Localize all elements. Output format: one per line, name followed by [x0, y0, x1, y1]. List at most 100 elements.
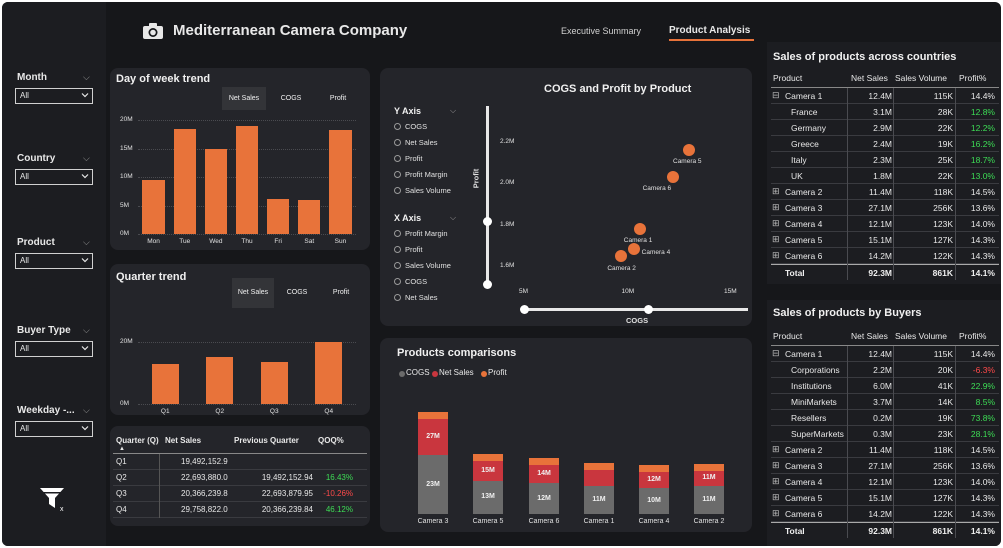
matrix-row[interactable]: ⊞ Camera 4 12.1M 123K 14.0%: [771, 216, 999, 232]
collapse-icon[interactable]: ⊟: [772, 90, 780, 100]
bar-thu[interactable]: [235, 125, 259, 234]
quarter-cogs-button[interactable]: COGS: [286, 289, 308, 296]
expand-icon[interactable]: ⊞: [772, 250, 780, 260]
quarter-profit-button[interactable]: Profit: [332, 289, 350, 296]
radio-option[interactable]: Profit Margin: [394, 170, 448, 179]
bar-segment-profit[interactable]: [418, 412, 448, 419]
expand-icon[interactable]: ⊞: [772, 508, 780, 518]
matrix-row[interactable]: ⊞ Camera 3 27.1M 256K 13.6%: [771, 458, 999, 474]
matrix-row[interactable]: ⊟ Camera 1 12.4M 115K 14.4%: [771, 88, 999, 104]
bar-segment-cogs[interactable]: [418, 455, 448, 514]
qtable-col-header[interactable]: Net Sales: [165, 436, 202, 445]
bar-segment-cogs[interactable]: [529, 483, 559, 514]
bar-segment-profit[interactable]: [694, 464, 724, 472]
radio-option[interactable]: COGS: [394, 122, 427, 131]
matrix-row[interactable]: ⊟ Camera 1 12.4M 115K 14.4%: [771, 346, 999, 362]
quarter-net-sales-button[interactable]: Net Sales: [232, 278, 274, 308]
radio-option[interactable]: Net Sales: [394, 293, 438, 302]
bar-segment-profit[interactable]: [639, 465, 669, 473]
dow-profit-button[interactable]: Profit: [329, 95, 347, 102]
bar-segment-cogs[interactable]: [584, 485, 614, 514]
bar-segment-net-sales[interactable]: [694, 471, 724, 486]
bar-segment-net-sales[interactable]: [418, 419, 448, 455]
y-range-slider-track[interactable]: [486, 106, 489, 286]
scatter-point[interactable]: [666, 171, 679, 184]
bar-segment-profit[interactable]: [529, 457, 559, 465]
matrix-col-header[interactable]: Product: [773, 331, 803, 341]
expand-icon[interactable]: ⊞: [772, 234, 780, 244]
collapse-icon[interactable]: ⊟: [772, 348, 780, 358]
qtable-col-header[interactable]: QOQ%: [318, 436, 344, 445]
matrix-col-header[interactable]: Profit%: [959, 73, 987, 83]
bar-q2[interactable]: [206, 357, 234, 404]
bar-segment-cogs[interactable]: [473, 480, 503, 514]
radio-option[interactable]: Sales Volume: [394, 186, 451, 195]
x-slider-handle[interactable]: [520, 305, 529, 314]
bar-q1[interactable]: [151, 363, 179, 404]
radio-option[interactable]: Profit Margin: [394, 229, 448, 238]
tab-product-analysis[interactable]: Product Analysis: [669, 25, 751, 36]
slicer-chevron-icon[interactable]: ⌵: [83, 72, 90, 82]
matrix-row[interactable]: ⊞ Camera 4 12.1M 123K 14.0%: [771, 474, 999, 490]
x-slider-handle[interactable]: [644, 305, 653, 314]
matrix-row[interactable]: ⊞ Camera 2 11.4M 118K 14.5%: [771, 184, 999, 200]
x-axis-chevron-icon[interactable]: ⌵: [450, 213, 457, 222]
legend-label[interactable]: Net Sales: [439, 368, 474, 377]
bar-mon[interactable]: [142, 179, 165, 234]
qtable-col-header[interactable]: Quarter (Q): [116, 436, 159, 445]
bar-segment-cogs[interactable]: [639, 488, 669, 514]
matrix-col-header[interactable]: Net Sales: [851, 73, 888, 83]
radio-option[interactable]: COGS: [394, 277, 427, 286]
x-range-slider-track[interactable]: [524, 308, 748, 311]
radio-option[interactable]: Sales Volume: [394, 261, 451, 270]
legend-label[interactable]: Profit: [488, 368, 507, 377]
bar-fri[interactable]: [266, 198, 290, 234]
matrix-row[interactable]: ⊞ Camera 3 27.1M 256K 13.6%: [771, 200, 999, 216]
scatter-point[interactable]: [683, 144, 695, 157]
y-axis-chevron-icon[interactable]: ⌵: [450, 106, 457, 115]
slicer-chevron-icon[interactable]: ⌵: [83, 153, 90, 163]
expand-icon[interactable]: ⊞: [772, 444, 780, 454]
qtable-col-header[interactable]: Previous Quarter: [234, 436, 299, 445]
expand-icon[interactable]: ⊞: [772, 186, 780, 196]
bar-segment-cogs[interactable]: [694, 485, 724, 514]
scatter-point[interactable]: [633, 222, 646, 235]
scatter-point[interactable]: [627, 243, 640, 256]
bar-segment-net-sales[interactable]: [529, 464, 559, 484]
slicer-chevron-icon[interactable]: ⌵: [83, 405, 90, 415]
matrix-row[interactable]: ⊞ Camera 6 14.2M 122K 14.3%: [771, 506, 999, 522]
bar-q4[interactable]: [315, 342, 343, 404]
expand-icon[interactable]: ⊞: [772, 476, 780, 486]
scatter-point[interactable]: [615, 249, 628, 262]
bar-segment-net-sales[interactable]: [473, 460, 503, 481]
bar-segment-profit[interactable]: [473, 453, 503, 461]
bar-sat[interactable]: [298, 199, 321, 234]
radio-option[interactable]: Profit: [394, 154, 423, 163]
legend-label[interactable]: COGS: [406, 368, 430, 377]
bar-segment-profit[interactable]: [584, 462, 614, 470]
slicer-dropdown-1[interactable]: All: [15, 169, 93, 185]
matrix-col-header[interactable]: Net Sales: [851, 331, 888, 341]
bar-segment-net-sales[interactable]: [639, 472, 669, 489]
matrix-row[interactable]: ⊞ Camera 2 11.4M 118K 14.5%: [771, 442, 999, 458]
radio-option[interactable]: Profit: [394, 245, 423, 254]
matrix-col-header[interactable]: Sales Volume: [895, 331, 947, 341]
bar-q3[interactable]: [260, 361, 288, 404]
slicer-chevron-icon[interactable]: ⌵: [83, 237, 90, 247]
matrix-col-header[interactable]: Product: [773, 73, 803, 83]
expand-icon[interactable]: ⊞: [772, 202, 780, 212]
bar-segment-net-sales[interactable]: [584, 469, 614, 486]
expand-icon[interactable]: ⊞: [772, 218, 780, 228]
tab-executive-summary[interactable]: Executive Summary: [561, 26, 642, 36]
slicer-dropdown-3[interactable]: All: [15, 341, 93, 357]
expand-icon[interactable]: ⊞: [772, 492, 780, 502]
matrix-row[interactable]: ⊞ Camera 6 14.2M 122K 14.3%: [771, 248, 999, 264]
expand-icon[interactable]: ⊞: [772, 460, 780, 470]
bar-sun[interactable]: [329, 130, 352, 234]
slicer-dropdown-0[interactable]: All: [15, 88, 93, 104]
y-slider-handle[interactable]: [483, 280, 492, 289]
dow-net-sales-button[interactable]: Net Sales: [222, 87, 266, 110]
radio-option[interactable]: Net Sales: [394, 138, 438, 147]
matrix-row[interactable]: ⊞ Camera 5 15.1M 127K 14.3%: [771, 232, 999, 248]
sort-ascending-icon[interactable]: ▲: [119, 446, 125, 452]
